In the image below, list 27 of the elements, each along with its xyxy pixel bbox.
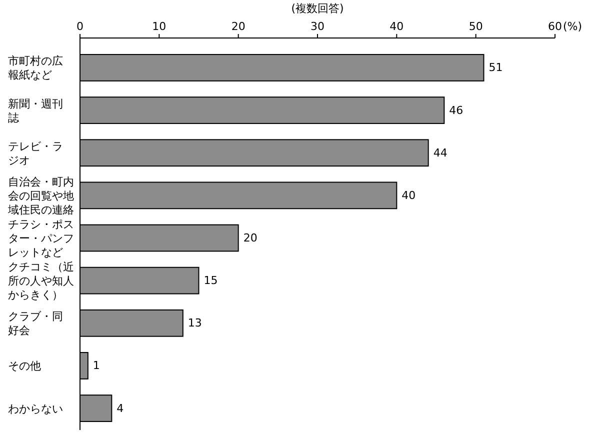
x-tick-label: 50: [468, 20, 483, 33]
y-tick-label: クチコミ（近所の人や知人からきく）: [8, 260, 74, 302]
data-label: 1: [92, 359, 100, 372]
data-label: 51: [488, 61, 503, 74]
y-tick-label: その他: [8, 359, 41, 372]
y-tick-label: チラシ・ポスター・パンフレットなど: [8, 218, 74, 258]
data-label: 13: [188, 316, 202, 330]
x-tick-label: 10: [152, 20, 166, 33]
data-label: 44: [433, 146, 448, 160]
x-tick-label: 30: [310, 20, 324, 33]
data-label: 40: [402, 188, 416, 202]
data-label: 4: [116, 402, 124, 415]
y-tick-label: わからない: [8, 402, 63, 415]
y-tick-label: 新聞・週刊誌: [8, 96, 63, 124]
y-tick-label: クラブ・同好会: [8, 310, 63, 337]
x-tick-label: 0: [76, 20, 84, 33]
y-tick-label: 市町村の広報紙など: [8, 54, 63, 82]
x-tick-label: 20: [231, 20, 246, 33]
data-label: 46: [449, 104, 464, 117]
x-tick-label: 40: [390, 20, 404, 33]
chart-title: (複数回答): [291, 2, 344, 15]
data-label: 15: [204, 274, 218, 288]
data-label: 20: [243, 232, 258, 244]
x-tick-label: 60: [548, 20, 562, 33]
x-axis-title: (%): [563, 20, 582, 33]
y-tick-label: 自治会・町内会の回覧や地域住民の連絡: [7, 174, 74, 216]
y-tick-label: テレビ・ラジオ: [8, 139, 63, 166]
